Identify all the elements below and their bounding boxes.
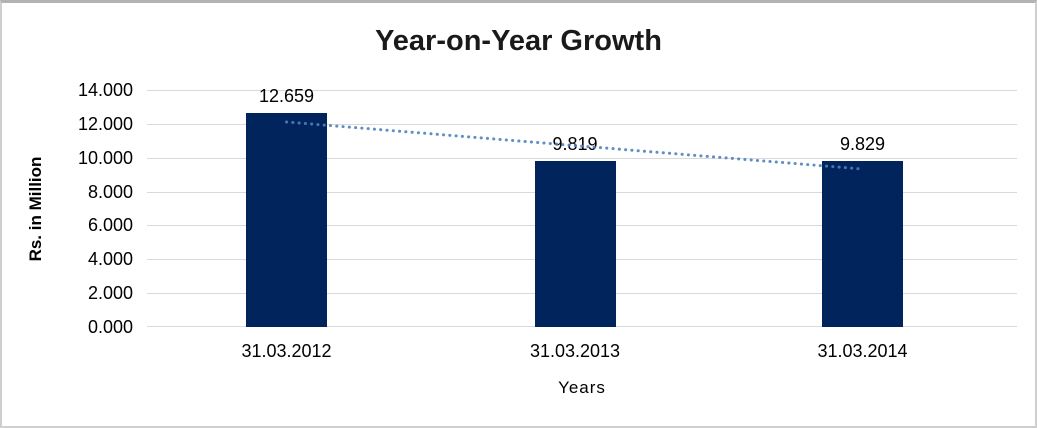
x-axis-title: Years	[558, 378, 606, 397]
bar-31.03.2014	[822, 160, 903, 327]
y-tick-label: 10.000	[77, 147, 133, 168]
x-category-label: 31.03.2013	[529, 341, 621, 361]
y-axis-title: Rs. in Million	[26, 156, 45, 262]
y-tick-label: 2.000	[87, 283, 133, 304]
y-tick-label: 14.000	[77, 80, 133, 100]
bar-value-label: 9.819	[552, 133, 598, 154]
x-category-label: 31.03.2014	[817, 341, 908, 361]
y-tick-label: 4.000	[87, 249, 133, 270]
y-tick-label: 12.000	[77, 113, 133, 134]
gridline	[147, 157, 1017, 159]
plot-area: 12.659 31.03.2012 9.819 31.03.2013 9.829 31.0…	[147, 86, 1017, 361]
y-tick-label: 6.000	[87, 215, 133, 236]
bar-value-label: 9.829	[839, 133, 886, 154]
gridline	[147, 123, 1017, 125]
trendline	[285, 120, 864, 171]
bar-31.03.2012	[246, 112, 327, 327]
gridline	[147, 90, 1017, 91]
x-category-label: 31.03.2012	[241, 341, 332, 361]
chart-title: Year-on-Year Growth	[375, 25, 662, 57]
y-tick-label: 8.000	[87, 181, 133, 202]
y-tick-label: 0.000	[87, 317, 133, 337]
bar-value-label: 12.659	[258, 85, 315, 106]
bar-31.03.2013	[534, 160, 616, 327]
